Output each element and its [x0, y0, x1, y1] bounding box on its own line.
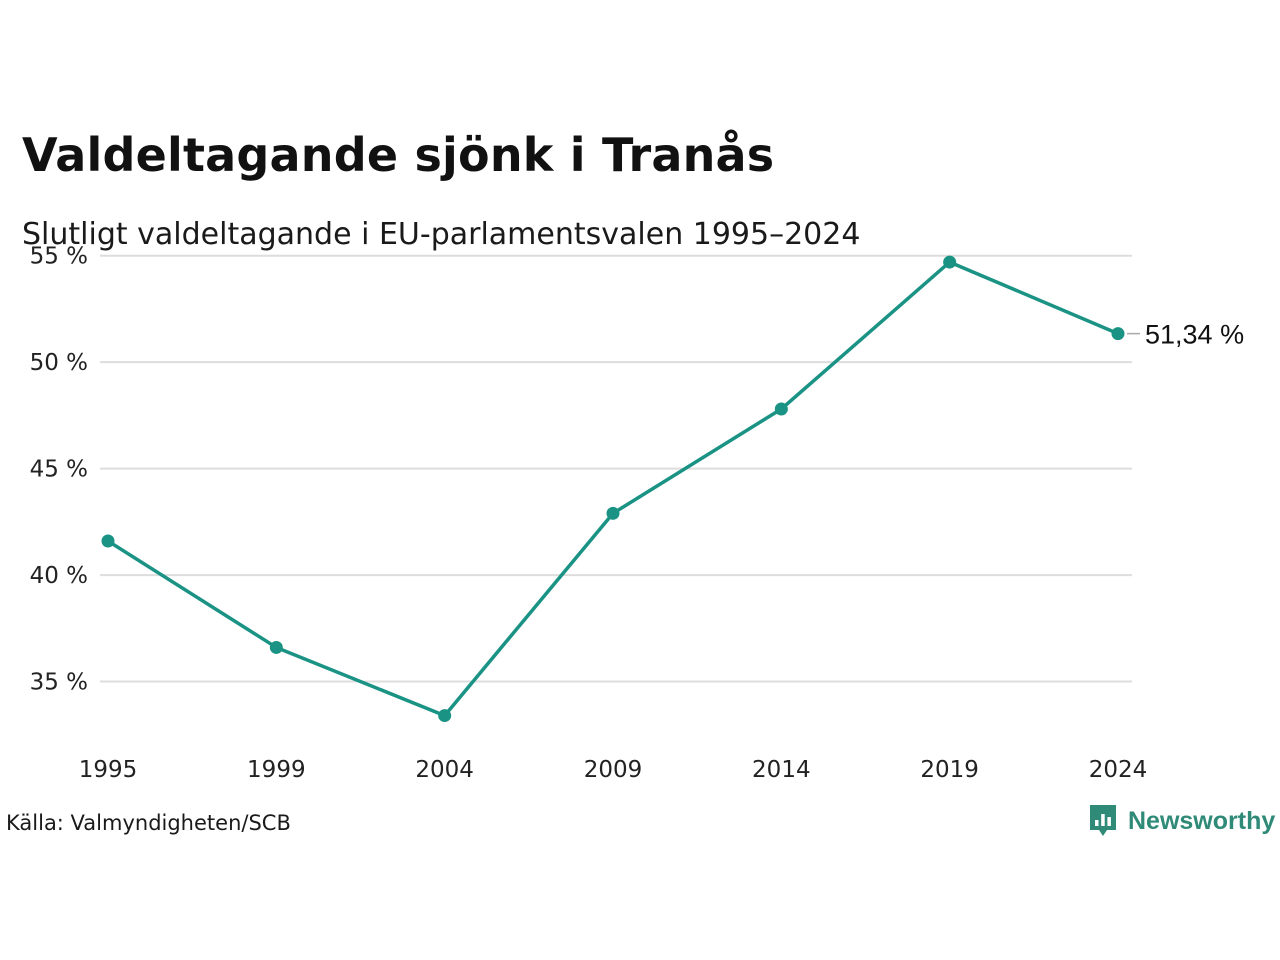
- grid-lines: [100, 254, 1132, 683]
- y-axis-ticks: 35 % 40 % 45 % 50 % 55 %: [30, 244, 88, 696]
- y-tick-label: 55 %: [30, 244, 88, 270]
- data-point: [943, 255, 957, 269]
- y-tick-label: 40 %: [30, 563, 88, 589]
- newsworthy-logo-icon: [1090, 805, 1116, 836]
- x-tick-label: 2004: [415, 757, 474, 783]
- end-value-label: 51,34 %: [1145, 320, 1244, 350]
- brand-logo: Newsworthy: [1088, 803, 1275, 839]
- x-tick-label: 2014: [752, 757, 811, 783]
- x-tick-label: 2009: [584, 757, 643, 783]
- end-annotation: 51,34 %: [1127, 320, 1244, 350]
- chart-subtitle: Slutligt valdeltagande i EU-parlamentsva…: [22, 217, 861, 252]
- data-point: [269, 640, 283, 654]
- series-group: [101, 255, 1125, 723]
- x-tick-label: 1999: [247, 757, 306, 783]
- data-point: [101, 534, 115, 548]
- y-tick-label: 50 %: [30, 350, 88, 376]
- x-axis-ticks: 1995 1999 2004 2009 2014 2019 2024: [79, 757, 1148, 783]
- data-point: [438, 709, 452, 723]
- brand-name: Newsworthy: [1128, 806, 1276, 835]
- data-point: [1111, 327, 1125, 341]
- x-tick-label: 2024: [1089, 757, 1148, 783]
- x-tick-label: 2019: [920, 757, 979, 783]
- x-tick-label: 1995: [79, 757, 138, 783]
- series-line: [106, 260, 1120, 718]
- y-tick-label: 35 %: [30, 670, 88, 696]
- chart-title: Valdeltagande sjönk i Tranås: [22, 128, 775, 182]
- y-tick-label: 45 %: [30, 457, 88, 483]
- data-point: [774, 402, 788, 416]
- source-note: Källa: Valmyndigheten/SCB: [6, 811, 291, 835]
- data-point: [606, 506, 620, 520]
